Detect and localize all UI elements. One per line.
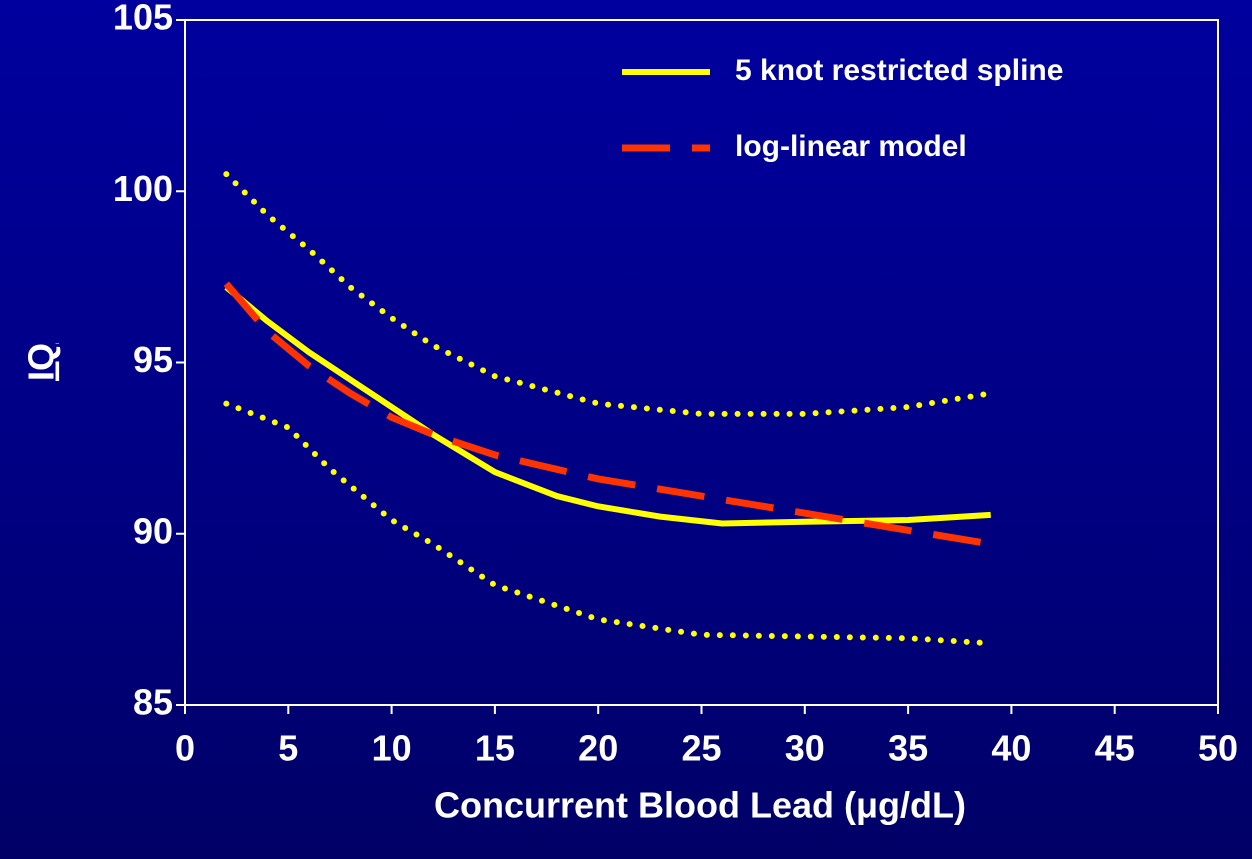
y-axis-title: IQ [21, 343, 62, 381]
legend-label: 5 knot restricted spline [735, 54, 1063, 87]
x-tick-label: 35 [888, 728, 928, 769]
y-tick-label: 90 [133, 510, 173, 551]
x-tick-label: 25 [681, 728, 721, 769]
plot-frame [184, 19, 1219, 706]
x-tick-label: 45 [1095, 728, 1135, 769]
x-tick-label: 0 [175, 728, 195, 769]
x-tick-label: 10 [372, 728, 412, 769]
y-tick-label: 85 [133, 682, 173, 723]
series-line [223, 281, 992, 548]
legend-label: log-linear model [735, 130, 967, 163]
series-line [224, 284, 991, 527]
x-axis-title: Concurrent Blood Lead (μg/dL) [434, 785, 966, 826]
x-tick-label: 5 [278, 728, 298, 769]
y-tick-label: 100 [113, 168, 173, 209]
series-line [223, 171, 994, 417]
x-tick-label: 15 [475, 728, 515, 769]
x-tick-label: 20 [578, 728, 618, 769]
x-tick-label: 30 [785, 728, 825, 769]
y-tick-label: 105 [113, 0, 173, 38]
x-tick-label: 40 [991, 728, 1031, 769]
x-tick-label: 50 [1198, 728, 1238, 769]
series-line [223, 400, 994, 647]
y-tick-label: 95 [133, 339, 173, 380]
